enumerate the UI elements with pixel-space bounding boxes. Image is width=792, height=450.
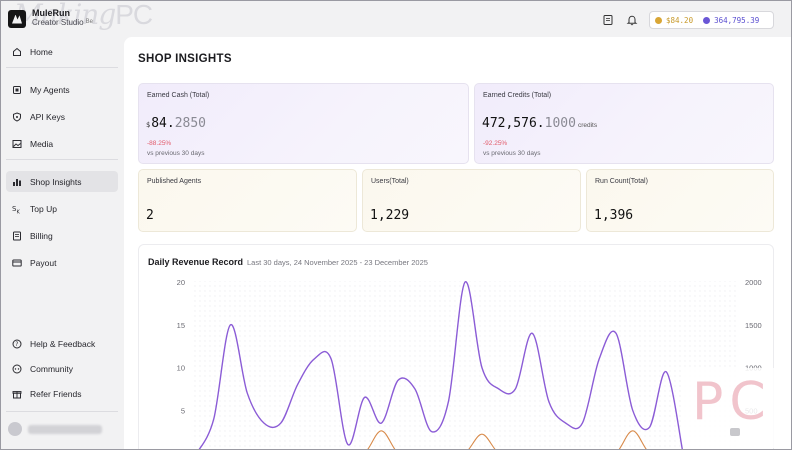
card-label: Run Count(Total) [595,178,648,185]
credit-coin-icon [703,16,711,24]
sidebar-item-refer-friends[interactable]: Refer Friends [6,383,118,404]
sidebar-item-label: My Agents [30,84,70,95]
sidebar-item-api-keys[interactable]: API Keys [6,106,118,127]
y-left-tick-label: 5 [181,406,185,415]
earned-cash-card: Earned Cash (Total) $84.2850 -88.25% vs … [138,83,469,164]
sidebar-item-payout[interactable]: Payout [6,252,118,273]
balance-pill[interactable]: $84.20 364,795.39 [649,11,774,29]
sidebar-divider [6,67,118,68]
sidebar-item-label: Billing [30,230,53,241]
pc-watermark: PC [684,368,780,448]
y-left-tick-label: 20 [177,278,185,287]
sidebar-item-label: Help & Feedback [30,338,96,349]
earned-credits-compare: vs previous 30 days [483,150,541,157]
main-panel: SHOP INSIGHTS Earned Cash (Total) $84.28… [124,37,792,450]
user-name-blurred [28,424,102,434]
sidebar-item-help-feedback[interactable]: ? Help & Feedback [6,333,118,354]
card-label: Earned Cash (Total) [147,92,210,99]
avatar [8,422,22,436]
sidebar-item-billing[interactable]: Billing [6,225,118,246]
published-agents-card: Published Agents 2 [138,169,357,232]
card-label: Users(Total) [371,178,409,185]
sidebar-item-label: API Keys [30,111,65,122]
sidebar-item-label: Home [30,46,53,57]
users-value: 1,229 [370,208,410,223]
community-icon [12,364,22,374]
document-icon[interactable] [602,13,614,25]
sidebar-item-shop-insights[interactable]: Shop Insights [6,171,118,192]
y-left-tick-label: 15 [177,321,185,330]
earned-cash-value: $84.2850 [146,116,207,131]
earned-cash-change: -88.25% [147,140,172,147]
shield-icon [12,111,22,122]
help-icon: ? [12,339,22,349]
sidebar-item-label: Community [30,363,73,374]
series-line-1 [197,281,684,450]
sidebar-item-label: Shop Insights [30,176,82,187]
home-icon [12,47,22,57]
pc-watermark-text: PC [692,372,772,432]
chart-grid [191,281,737,450]
sidebar-item-home[interactable]: Home [6,41,118,62]
app-subtitle: Creator Studio Be [32,18,93,27]
y-left-tick-label: 10 [177,364,185,373]
svg-text:S: S [12,205,17,213]
sidebar-item-community[interactable]: Community [6,358,118,379]
earned-credits-value: 472,576.1000 credits [482,116,598,131]
earned-credits-change: -92.25% [483,140,508,147]
bar-chart-icon [12,177,22,187]
gift-icon [12,389,22,399]
sidebar-divider [6,159,118,160]
bell-icon[interactable] [626,13,638,26]
app-name: MuleRun [32,8,70,18]
agent-icon [12,85,22,95]
sidebar-item-label: Payout [30,257,57,268]
brand[interactable]: MuleRun Creator Studio Be [8,8,93,29]
billing-icon [12,231,22,241]
published-agents-value: 2 [146,208,154,223]
credit-balance: 364,795.39 [714,15,760,25]
run-count-card: Run Count(Total) 1,396 [586,169,774,232]
earned-cash-compare: vs previous 30 days [147,150,205,157]
svg-text:?: ? [15,341,18,348]
card-label: Earned Credits (Total) [483,92,552,99]
cash-balance: $84.20 [666,15,694,25]
sidebar-item-label: Top Up [30,203,57,214]
watermark-text: MakingPC [14,0,153,31]
y-right-tick-label: 1500 [745,321,762,330]
beta-badge: Be [85,19,93,25]
earned-credits-card: Earned Credits (Total) 472,576.1000 credi… [474,83,774,164]
chart-title: Daily Revenue Record [148,257,244,267]
mulerun-logo-icon [8,9,26,28]
svg-text:K: K [17,209,21,214]
user-account[interactable] [8,422,102,436]
cash-coin-icon [655,16,662,24]
chart-subtitle: Last 30 days, 24 November 2025 - 23 Dece… [247,258,428,267]
page-title: SHOP INSIGHTS [138,53,232,65]
run-count-value: 1,396 [594,208,634,223]
card-label: Published Agents [147,178,202,185]
y-right-tick-label: 2000 [745,278,762,287]
sidebar: MakingPC MuleRun Creator Studio Be Home M… [0,0,153,450]
image-icon [12,139,22,149]
sidebar-divider [6,411,118,412]
sidebar-item-label: Refer Friends [30,388,82,399]
pc-watermark-stand [730,428,740,436]
sidebar-item-label: Media [30,138,54,149]
sidebar-item-my-agents[interactable]: My Agents [6,79,118,100]
sidebar-item-media[interactable]: Media [6,133,118,154]
users-card: Users(Total) 1,229 [362,169,581,232]
payout-icon [12,258,22,268]
